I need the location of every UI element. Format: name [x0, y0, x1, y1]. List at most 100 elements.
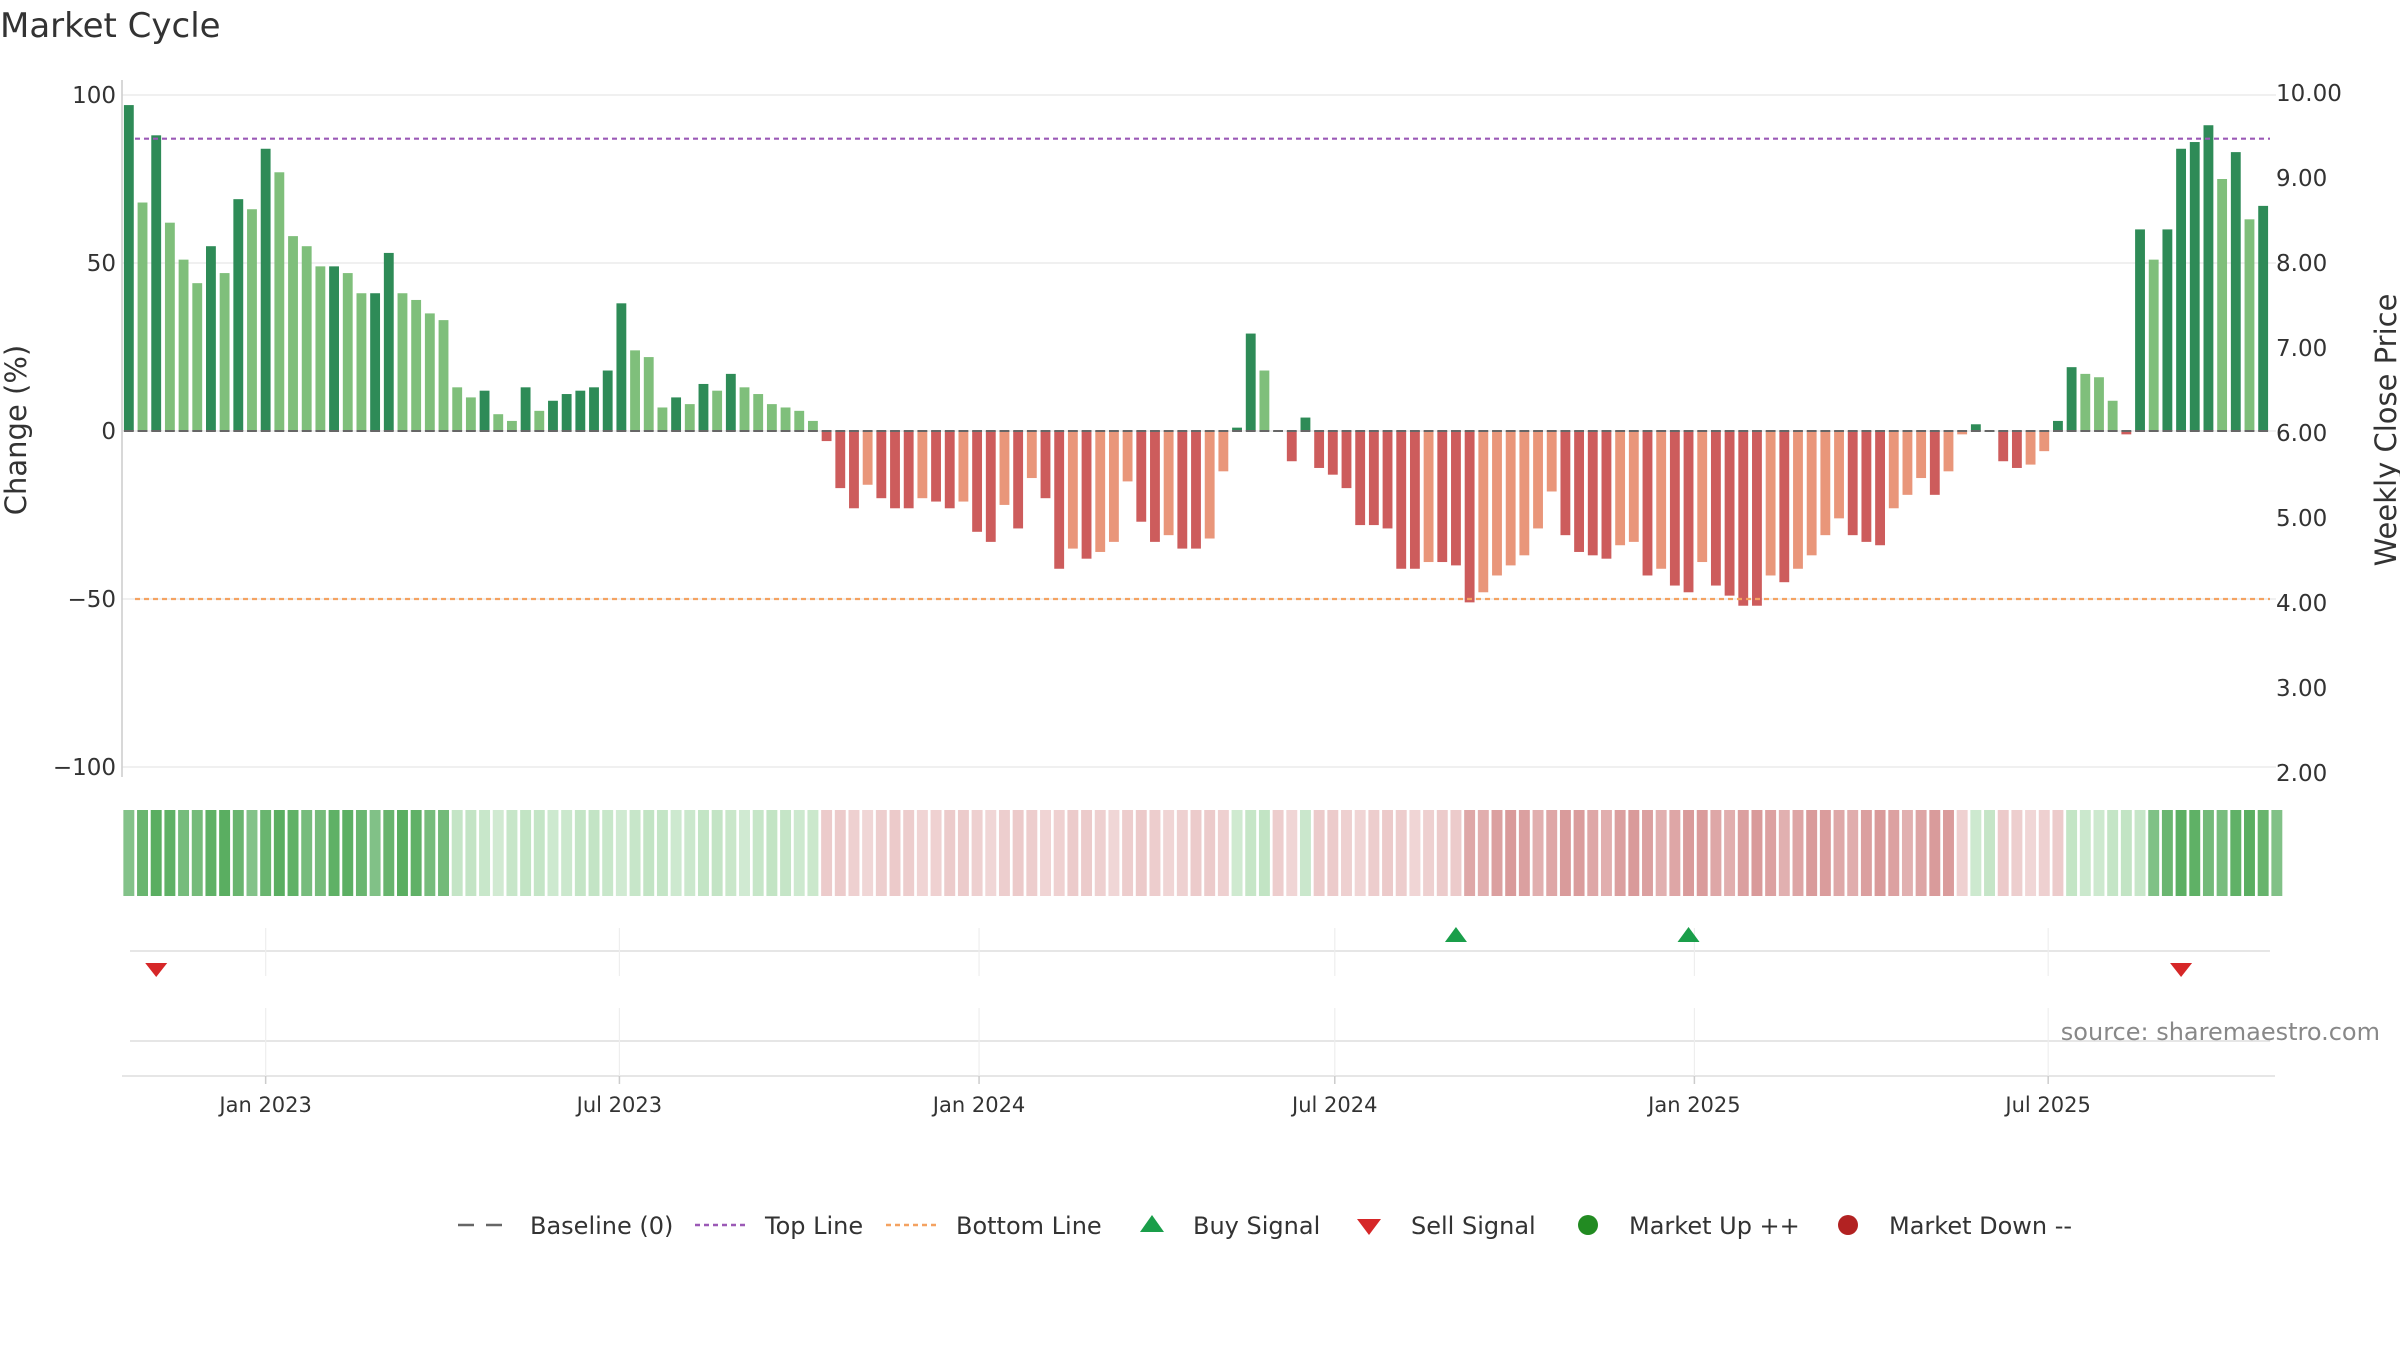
strength-cell	[1792, 810, 1804, 896]
bar	[999, 431, 1010, 505]
bar	[1478, 431, 1489, 593]
strength-cell	[2271, 810, 2283, 896]
bar	[657, 407, 668, 431]
legend-label: Market Down --	[1889, 1212, 2072, 1240]
bar	[123, 105, 134, 431]
strength-cell	[957, 810, 969, 896]
strength-cell	[1901, 810, 1913, 896]
bar	[616, 303, 627, 431]
bar	[1437, 431, 1448, 563]
strength-cell	[1108, 810, 1120, 896]
strength-cell	[2134, 810, 2146, 896]
x-tick-label: Jul 2024	[1290, 1093, 1377, 1117]
strength-cell	[834, 810, 846, 896]
bar	[2053, 420, 2063, 431]
bar	[2189, 142, 2200, 432]
strength-cell	[1040, 810, 1051, 896]
strength-cell	[273, 810, 285, 896]
bar	[1697, 431, 1708, 563]
bar	[206, 246, 216, 431]
bar	[1505, 431, 1516, 566]
legend-market-down-symbol	[1838, 1215, 1858, 1235]
bar	[548, 400, 558, 431]
bar	[1191, 431, 1201, 549]
bar	[2176, 148, 2186, 431]
legend-item: Top Line	[695, 1212, 863, 1240]
strength-cell	[219, 810, 231, 896]
bar	[2066, 367, 2077, 431]
bar	[1752, 431, 1762, 606]
strength-cell	[438, 810, 449, 896]
strength-cell	[2093, 810, 2105, 896]
bar	[342, 273, 353, 431]
strength-cell	[1491, 810, 1503, 896]
bar	[1793, 431, 1803, 569]
bar	[1204, 431, 1215, 539]
bar	[493, 414, 504, 431]
legend-item: Market Up ++	[1578, 1212, 1800, 1240]
strength-cell	[1737, 810, 1749, 896]
bar	[1382, 431, 1393, 529]
bar	[780, 407, 791, 431]
strength-cell	[287, 810, 299, 896]
bar	[151, 135, 162, 431]
strength-cell	[1518, 810, 1530, 896]
bar	[1136, 431, 1147, 522]
y2-axis-title: Weekly Close Price	[2369, 294, 2400, 567]
bar	[1669, 431, 1680, 586]
strength-cell	[1724, 810, 1736, 896]
bar	[1040, 431, 1051, 499]
strength-cell	[697, 810, 709, 896]
bar	[301, 246, 312, 431]
strength-cell	[1546, 810, 1558, 896]
strength-cell	[232, 810, 244, 896]
bar	[903, 431, 914, 509]
strength-cell	[1272, 810, 1284, 896]
bar	[1013, 431, 1024, 529]
strength-cell	[2107, 810, 2119, 896]
bar	[917, 431, 928, 499]
strength-cell	[123, 810, 135, 896]
strength-cell	[1847, 810, 1859, 896]
bar	[411, 299, 422, 431]
strength-cell	[547, 810, 559, 896]
strength-cell	[1026, 810, 1038, 896]
bar	[643, 357, 654, 431]
bar	[931, 431, 941, 502]
x-tick-label: Jan 2025	[1646, 1093, 1741, 1117]
strength-cell	[1176, 810, 1188, 896]
strength-cell	[766, 810, 778, 896]
bar	[2148, 259, 2159, 431]
bar	[383, 252, 394, 431]
strength-cell	[355, 810, 367, 896]
strength-cell	[2175, 810, 2187, 896]
strength-cell	[1532, 810, 1544, 896]
strength-cell	[1696, 810, 1708, 896]
bar	[1122, 431, 1133, 482]
bar	[1834, 431, 1844, 519]
strength-cell	[725, 810, 737, 896]
bar	[1875, 431, 1886, 546]
bar	[1916, 431, 1927, 479]
legend-sell-symbol	[1357, 1219, 1381, 1235]
strength-cell	[246, 810, 258, 896]
strength-cell	[1655, 810, 1667, 896]
bar	[397, 293, 408, 431]
y-tick-label: 0	[101, 419, 116, 445]
bar	[1232, 427, 1242, 431]
strength-cell	[684, 810, 696, 896]
strength-cell	[1258, 810, 1270, 896]
y-tick-label: −50	[67, 587, 116, 613]
legend-label: Top Line	[764, 1212, 863, 1240]
strength-cell	[1299, 810, 1311, 896]
strength-cell	[1094, 810, 1106, 896]
bars-layer	[123, 105, 2269, 606]
bar	[849, 431, 859, 509]
source-label: source: sharemaestro.com	[2061, 1018, 2380, 1046]
strength-cell	[1409, 810, 1421, 896]
bar	[2217, 179, 2228, 431]
sell-signal-marker	[2170, 963, 2193, 977]
strength-cell	[2052, 810, 2064, 896]
strength-cell	[1382, 810, 1394, 896]
bar	[698, 383, 709, 431]
